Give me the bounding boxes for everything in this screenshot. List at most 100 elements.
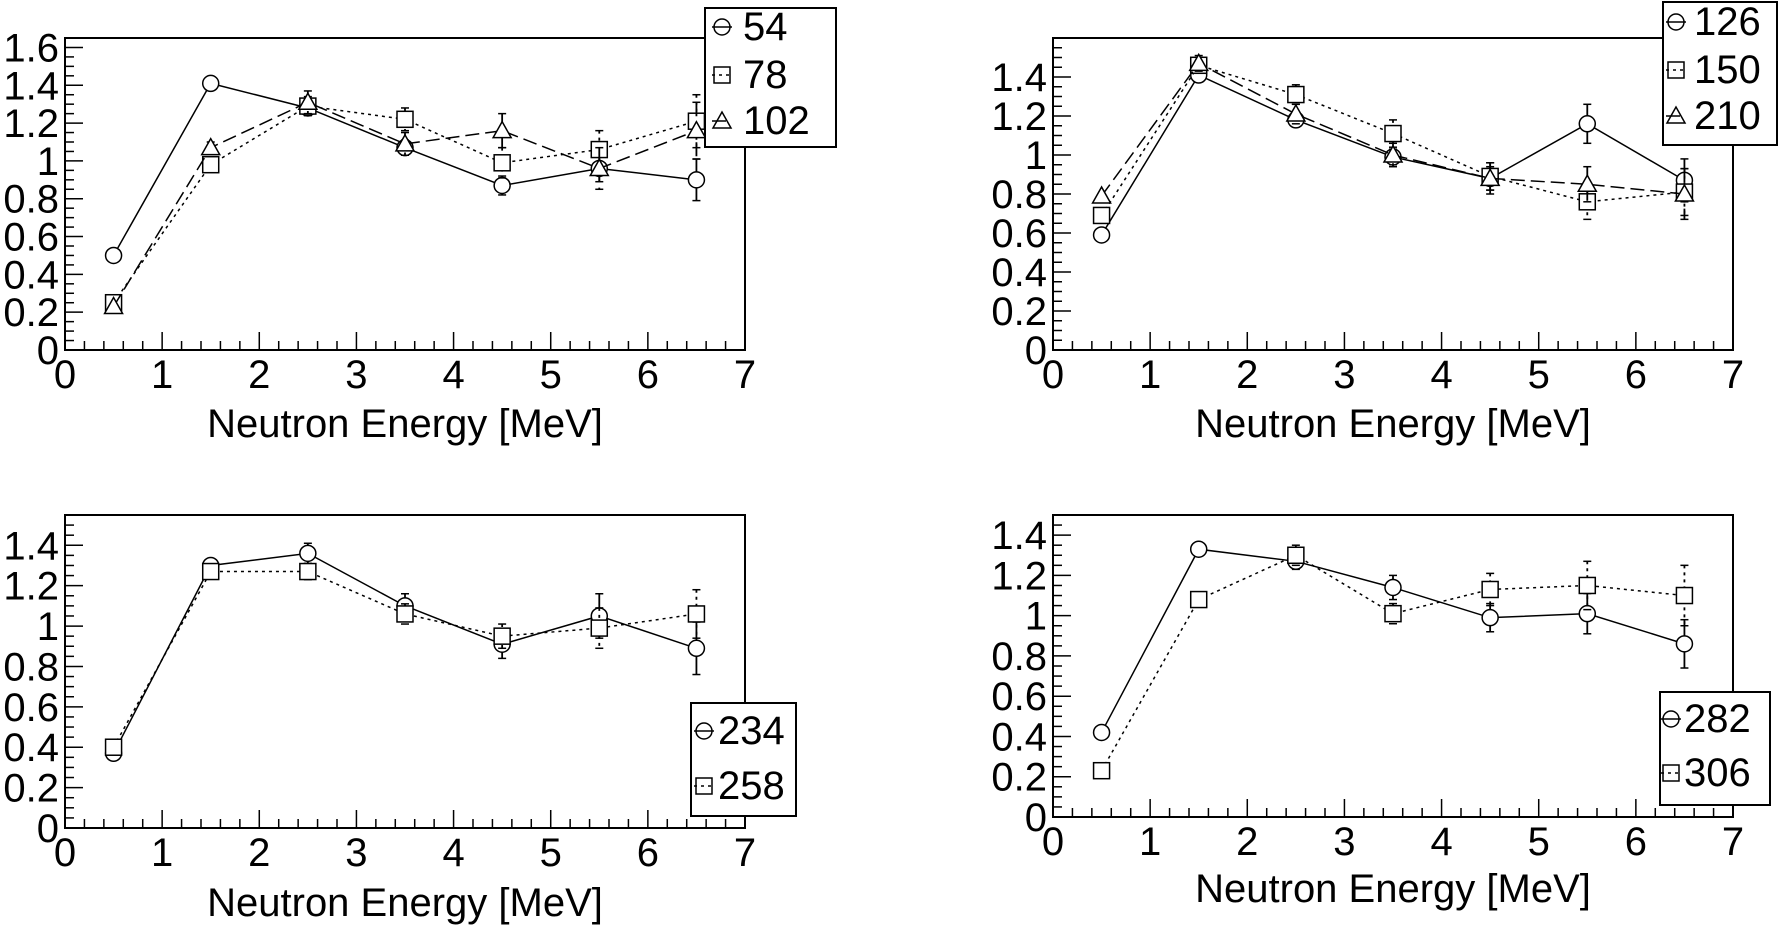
y-tick-label: 1.4 xyxy=(991,56,1047,100)
y-tick-label: 1.4 xyxy=(3,64,59,108)
plot-frame xyxy=(1052,37,1734,351)
data-point xyxy=(687,639,706,658)
x-tick-label: 6 xyxy=(1625,353,1647,397)
legend: 234 258 xyxy=(690,702,797,817)
data-point xyxy=(104,738,123,756)
data-point xyxy=(299,562,317,581)
triangle-marker-icon xyxy=(711,110,733,129)
data-point xyxy=(493,176,511,195)
legend: 282 306 xyxy=(1659,691,1771,806)
y-tick-label: 0.4 xyxy=(3,726,59,770)
series-234 xyxy=(104,542,706,763)
y-tick-label: 0.6 xyxy=(3,686,59,730)
x-tick-label: 0 xyxy=(1042,353,1064,397)
y-tick-label: 0.2 xyxy=(3,767,59,811)
plot-frame xyxy=(1052,514,1734,818)
data-point xyxy=(1287,546,1305,565)
data-point xyxy=(1189,590,1208,609)
square-marker-icon xyxy=(694,777,714,795)
data-point xyxy=(1481,608,1499,627)
square-marker-icon xyxy=(712,66,732,84)
data-point xyxy=(394,133,416,152)
y-tick-label: 0.2 xyxy=(3,291,59,335)
series-258 xyxy=(104,562,706,756)
x-tick-label: 5 xyxy=(540,831,562,875)
data-point xyxy=(1092,761,1111,780)
y-tick-label: 0 xyxy=(37,329,59,373)
x-tick-label: 4 xyxy=(1430,353,1452,397)
data-point xyxy=(1189,540,1208,558)
circle-marker-icon xyxy=(712,18,732,36)
y-tick-labels: 00.20.40.60.811.21.4 xyxy=(991,56,1047,373)
y-tick-label: 1.4 xyxy=(3,524,59,568)
data-point xyxy=(1578,604,1597,623)
square-marker-icon xyxy=(1666,61,1686,79)
data-point xyxy=(491,120,513,139)
data-point xyxy=(1382,144,1404,163)
legend: 126 150 210 xyxy=(1662,0,1778,146)
x-tick-label: 3 xyxy=(1333,820,1355,864)
legend-entry-102: 102 xyxy=(711,99,810,143)
y-tick-label: 0.2 xyxy=(991,756,1047,800)
y-tick-label: 0 xyxy=(1025,329,1047,373)
series-306 xyxy=(1092,544,1694,780)
axis-ticks xyxy=(1052,514,1734,818)
x-tick-label: 0 xyxy=(54,353,76,397)
x-tick-labels: 0 1 2 3 4 5 6 7 xyxy=(54,353,756,397)
legend-label: 102 xyxy=(743,99,810,143)
legend-box xyxy=(690,702,797,817)
data-point xyxy=(1188,52,1209,72)
x-tick-label: 2 xyxy=(1236,353,1258,397)
y-tick-label: 0 xyxy=(1025,796,1047,840)
x-tick-label: 6 xyxy=(1625,820,1647,864)
data-point xyxy=(200,137,221,156)
data-point xyxy=(201,155,220,174)
legend-entry-210: 210 xyxy=(1665,94,1761,138)
circle-marker-icon xyxy=(694,722,714,740)
legend: 54 78 102 xyxy=(704,5,837,148)
square-marker-icon xyxy=(1661,764,1681,782)
axis-ticks xyxy=(64,514,746,829)
data-point xyxy=(1287,85,1305,104)
legend-label: 282 xyxy=(1684,697,1751,741)
legend-label: 234 xyxy=(718,709,785,753)
y-tick-label: 0.4 xyxy=(991,715,1047,759)
legend-entry-258: 258 xyxy=(694,764,785,808)
y-tick-label: 0 xyxy=(37,807,59,851)
x-tick-label: 5 xyxy=(1528,820,1550,864)
y-tick-label: 1 xyxy=(37,140,59,184)
series-282 xyxy=(1092,540,1694,742)
data-point xyxy=(1479,167,1501,187)
legend-marker-shape xyxy=(711,110,733,129)
x-tick-label: 2 xyxy=(248,353,270,397)
y-tick-labels: 00.20.40.60.811.21.41.6 xyxy=(3,26,59,373)
data-series xyxy=(104,542,706,763)
data-point xyxy=(1384,124,1402,143)
legend-box xyxy=(1659,691,1771,806)
x-tick-label: 1 xyxy=(1139,353,1161,397)
y-tick-label: 1.2 xyxy=(991,95,1047,139)
legend-label: 126 xyxy=(1694,0,1761,44)
data-point xyxy=(590,619,609,637)
y-tick-labels: 00.20.40.60.811.21.4 xyxy=(991,514,1047,840)
triangle-marker-icon xyxy=(1665,105,1687,124)
data-point xyxy=(493,154,511,172)
data-point xyxy=(1285,103,1307,122)
legend-entry-234: 234 xyxy=(694,709,785,753)
axis-ticks xyxy=(64,37,746,351)
legend-entry-126: 126 xyxy=(1666,0,1761,44)
y-tick-label: 0.8 xyxy=(991,635,1047,679)
y-tick-label: 0.8 xyxy=(3,645,59,689)
data-point xyxy=(1577,173,1598,192)
x-tick-labels: 0 1 2 3 4 5 6 7 xyxy=(1042,820,1744,864)
series-150 xyxy=(1092,56,1694,225)
x-tick-label: 5 xyxy=(1528,353,1550,397)
data-point xyxy=(1092,206,1111,225)
x-tick-label: 7 xyxy=(734,353,756,397)
legend-label: 54 xyxy=(743,5,788,49)
y-tick-label: 1.4 xyxy=(991,514,1047,558)
data-point xyxy=(1384,578,1402,597)
